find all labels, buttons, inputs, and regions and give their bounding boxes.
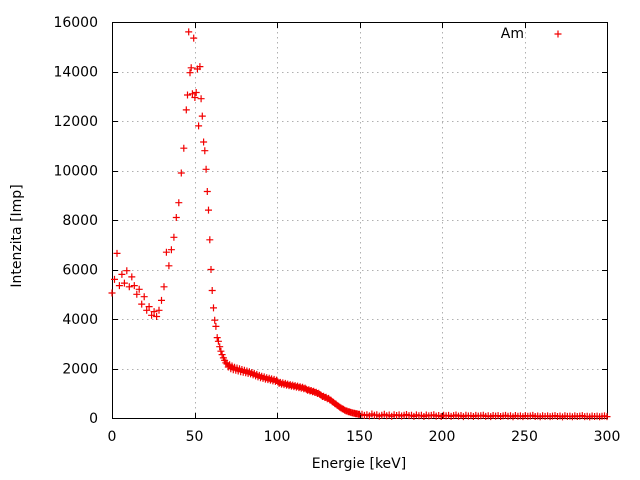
legend-label: Am (500, 26, 524, 42)
x-tick-label: 300 (594, 429, 621, 445)
x-tick-label: 150 (346, 429, 373, 445)
y-tick-label: 14000 (53, 65, 98, 81)
y-tick-label: 0 (89, 411, 98, 427)
y-tick-label: 12000 (53, 114, 98, 130)
y-axis-title: Intenzita [Imp] (9, 184, 25, 288)
plot-border (112, 22, 608, 419)
y-tick-label: 6000 (62, 263, 98, 279)
y-tick-label: 10000 (53, 164, 98, 180)
x-tick-label: 200 (429, 429, 456, 445)
x-tick-label: 50 (186, 429, 204, 445)
y-tick-label: 4000 (62, 312, 98, 328)
y-tick-label: 16000 (53, 15, 98, 31)
x-tick-label: 100 (264, 429, 291, 445)
y-tick-label: 8000 (62, 213, 98, 229)
data-points-am (108, 28, 611, 421)
gridlines (112, 22, 607, 418)
y-tick-label: 2000 (62, 362, 98, 378)
legend-marker-icon (554, 30, 562, 38)
x-tick-label: 0 (108, 429, 117, 445)
x-tick-label: 250 (511, 429, 538, 445)
x-axis-title: Energie [keV] (311, 456, 407, 472)
